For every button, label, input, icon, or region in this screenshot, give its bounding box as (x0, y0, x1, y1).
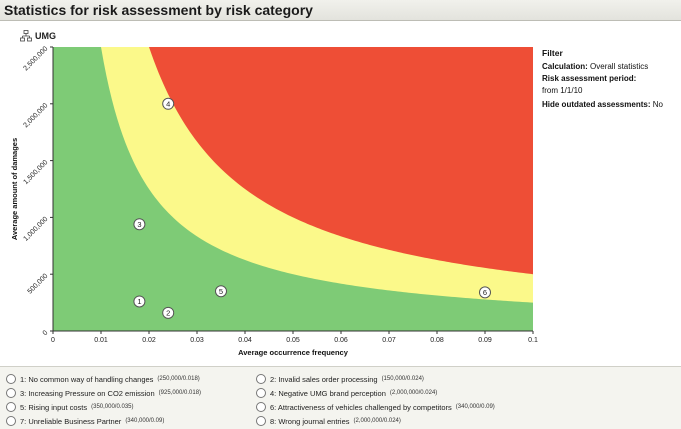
filter-title: Filter (542, 48, 563, 58)
legend-marker-icon (256, 374, 266, 384)
filter-period-label: Risk assessment period: (542, 74, 637, 83)
legend-value: (340,000/0.09) (125, 418, 165, 424)
x-tick-label: 0.01 (94, 337, 108, 344)
entity-header: UMG (20, 29, 56, 43)
legend-label: 6: Attractiveness of vehicles challenged… (270, 402, 452, 412)
legend-value: (150,000/0.024) (381, 376, 424, 382)
title-bar: Statistics for risk assessment by risk c… (0, 0, 681, 21)
filter-calculation-value: Overall statistics (590, 62, 649, 71)
y-tick-label: 500,000 (27, 273, 50, 296)
filter-calculation: Calculation: Overall statistics (542, 61, 678, 73)
legend-label: 1: No common way of handling changes (20, 374, 154, 384)
filter-period-label-row: Risk assessment period: (542, 73, 678, 85)
risk-point-label: 6 (483, 288, 487, 297)
x-tick-label: 0.07 (382, 337, 396, 344)
risk-point-label: 2 (166, 308, 170, 317)
legend-item-7[interactable]: 7: Unreliable Business Partner (340,000/0… (6, 414, 164, 428)
risk-point-label: 3 (137, 220, 141, 229)
x-tick-label: 0.05 (286, 337, 300, 344)
filter-calculation-label: Calculation: (542, 62, 588, 71)
legend: 1: No common way of handling changes (250… (0, 366, 681, 429)
legend-label: 5: Rising input costs (20, 402, 88, 412)
filter-hide-label: Hide outdated assessments: (542, 100, 651, 109)
legend-marker-icon (6, 374, 16, 384)
y-tick-label: 1,500,000 (22, 159, 49, 186)
x-tick-label: 0.09 (478, 337, 492, 344)
x-tick-label: 0 (51, 337, 55, 344)
legend-item-4[interactable]: 4: Negative UMG brand perception (2,000,0… (256, 386, 437, 400)
legend-value: (340,000/0.09) (455, 404, 495, 410)
org-structure-icon (20, 30, 32, 42)
risk-point-label: 5 (219, 287, 223, 296)
y-tick-label: 0 (42, 329, 50, 337)
legend-marker-icon (256, 388, 266, 398)
x-tick-label: 0.1 (528, 337, 538, 344)
y-tick-label: 1,000,000 (22, 216, 49, 243)
risk-point-5 (215, 285, 227, 298)
legend-item-8[interactable]: 8: Wrong journal entries (2,000,000/0.024… (256, 414, 401, 428)
legend-label: 7: Unreliable Business Partner (20, 416, 122, 426)
risk-point-3 (133, 218, 146, 231)
legend-value: (2,000,000/0.024) (389, 390, 438, 396)
risk-point-1 (133, 295, 146, 308)
x-tick-label: 0.06 (334, 337, 348, 344)
legend-label: 4: Negative UMG brand perception (270, 388, 386, 398)
entity-label: UMG (35, 31, 56, 41)
legend-value: (2,000,000/0.024) (353, 418, 401, 424)
y-tick-label: 2,500,000 (22, 45, 49, 72)
filter-panel: Filter Calculation: Overall statistics R… (542, 47, 678, 111)
risk-chart: 0 0.01 0.02 0.03 0.04 0.05 0.06 0.07 0.08 0.09 0.1… (10, 45, 538, 357)
risk-point-4 (162, 97, 175, 110)
zone-low (53, 47, 533, 331)
x-tick-label: 0.02 (142, 337, 156, 344)
legend-label: 3: Increasing Pressure on CO2 emission (20, 388, 155, 398)
legend-item-2[interactable]: 2: Invalid sales order processing (150,00… (256, 372, 424, 386)
legend-value: (250,000/0.018) (157, 376, 200, 382)
risk-point-label: 4 (166, 99, 170, 108)
risk-point-6 (479, 286, 491, 299)
risk-point-2 (162, 306, 175, 319)
legend-item-6[interactable]: 6: Attractiveness of vehicles challenged… (256, 400, 495, 414)
y-tick-label: 2,000,000 (22, 102, 49, 129)
legend-marker-icon (6, 416, 16, 426)
filter-period-value-row: from 1/1/10 (542, 85, 678, 97)
filter-hide-outdated: Hide outdated assessments: No (542, 99, 678, 111)
legend-item-3[interactable]: 3: Increasing Pressure on CO2 emission (9… (6, 386, 201, 400)
y-axis-title: Average amount of damages (10, 138, 19, 240)
legend-marker-icon (6, 388, 16, 398)
legend-item-1[interactable]: 1: No common way of handling changes (250… (6, 372, 200, 386)
legend-marker-icon (256, 416, 266, 426)
x-tick-label: 0.08 (430, 337, 444, 344)
legend-value: (350,000/0.035) (91, 404, 134, 410)
x-tick-label: 0.03 (190, 337, 204, 344)
legend-item-5[interactable]: 5: Rising input costs (350,000/0.035) (6, 400, 134, 414)
x-axis-title: Average occurrence frequency (238, 348, 349, 357)
filter-hide-value: No (652, 100, 663, 109)
x-tick-label: 0.04 (238, 337, 252, 344)
filter-period-value: from 1/1/10 (542, 86, 583, 95)
legend-marker-icon (256, 402, 266, 412)
legend-marker-icon (6, 402, 16, 412)
page-title: Statistics for risk assessment by risk c… (4, 2, 313, 18)
risk-point-label: 1 (137, 297, 141, 306)
legend-label: 2: Invalid sales order processing (270, 374, 378, 384)
legend-label: 8: Wrong journal entries (270, 416, 350, 426)
legend-value: (925,000/0.018) (158, 390, 202, 396)
